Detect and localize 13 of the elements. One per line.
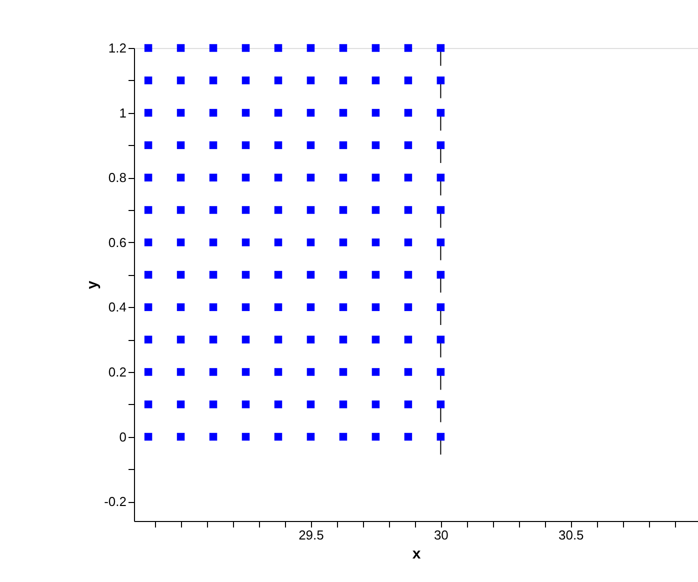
y-tick-label: 0.6: [108, 234, 126, 250]
y-tick-label: 1: [119, 105, 126, 120]
x-tick-label: 29.5: [298, 528, 324, 542]
y-tick-label: 0: [119, 429, 126, 444]
y-axis-title: y: [84, 280, 102, 290]
x-tick-label: 30.5: [558, 528, 584, 542]
x-axis-title: x: [412, 546, 422, 562]
x-tick-label: 30: [434, 528, 448, 542]
y-tick-label: 0.2: [108, 364, 126, 380]
y-tick-label: 1.2: [108, 40, 126, 56]
y-tick-label: 0.8: [108, 170, 126, 186]
y-tick-label: 0.4: [108, 300, 126, 315]
y-tick-label: -0.2: [104, 494, 126, 510]
